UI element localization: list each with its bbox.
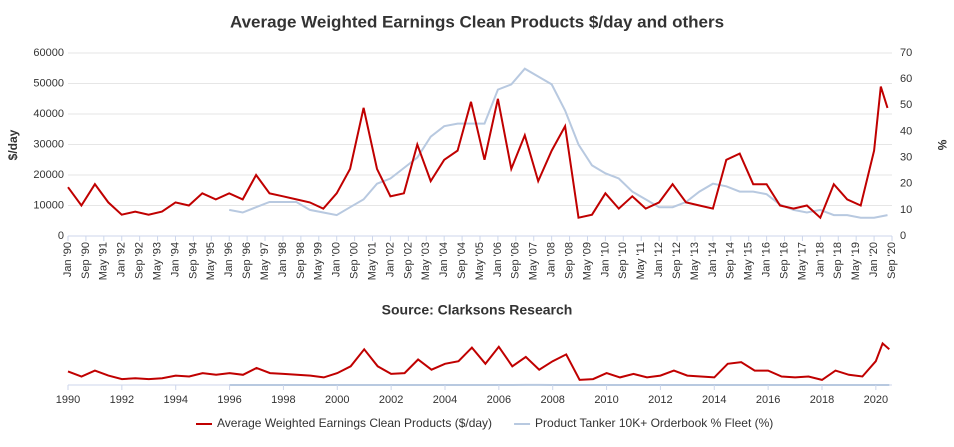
x-tick-label: May '19 xyxy=(850,242,862,280)
x-tick-label: Jan '20 xyxy=(868,242,880,277)
x-tick-label: Sep '20 xyxy=(886,242,898,279)
x-tick-label: May '01 xyxy=(366,242,378,280)
x-tick-label: Sep '16 xyxy=(778,242,790,279)
x-tick-label: Sep '92 xyxy=(134,242,146,279)
navigator-tick-label: 1996 xyxy=(217,394,241,406)
x-tick-label: Sep '18 xyxy=(832,242,844,279)
navigator-tick-label: 2016 xyxy=(756,394,780,406)
x-tick-label: May '17 xyxy=(796,242,808,280)
navigator-tick-label: 2002 xyxy=(379,394,403,406)
x-tick-label: Jan '90 xyxy=(62,242,74,277)
y-tick-label: 60000 xyxy=(33,47,64,59)
navigator-tick-label: 2004 xyxy=(433,394,457,406)
x-tick-label: Sep '94 xyxy=(187,242,199,279)
y-tick-label: 10000 xyxy=(33,199,64,211)
navigator-tick-label: 2000 xyxy=(325,394,349,406)
y2-tick-label: 40 xyxy=(900,125,912,137)
navigator-tick-label: 2012 xyxy=(648,394,672,406)
legend-label: Product Tanker 10K+ Orderbook % Fleet (%… xyxy=(535,416,773,430)
x-tick-label: Jan '12 xyxy=(653,242,665,277)
navigator-tick-label: 2010 xyxy=(594,394,618,406)
navigator-tick-label: 2020 xyxy=(864,394,888,406)
x-tick-label: Jan '94 xyxy=(169,242,181,277)
y2-tick-label: 50 xyxy=(900,99,912,111)
x-tick-label: Jan '04 xyxy=(438,242,450,277)
x-tick-label: Jan '96 xyxy=(223,242,235,277)
x-tick-label: May '09 xyxy=(581,242,593,280)
y-tick-label: 40000 xyxy=(33,108,64,120)
x-tick-label: Jan '18 xyxy=(814,242,826,277)
y2-axis-title: % xyxy=(935,140,949,151)
x-tick-label: May '03 xyxy=(420,242,432,280)
x-tick-label: Sep '98 xyxy=(295,242,307,279)
x-tick-label: Sep '96 xyxy=(241,242,253,279)
y-tick-label: 50000 xyxy=(33,77,64,89)
navigator-tick-label: 1990 xyxy=(56,394,80,406)
navigator-line xyxy=(67,341,890,381)
x-tick-label: Sep '12 xyxy=(671,242,683,279)
y2-tick-label: 20 xyxy=(900,178,912,190)
x-tick-label: Jan '08 xyxy=(546,242,558,277)
x-tick-label: Jan '92 xyxy=(116,242,128,277)
x-tick-label: May '95 xyxy=(205,242,217,280)
x-tick-label: May '05 xyxy=(474,242,486,280)
navigator-tick-label: 1992 xyxy=(110,394,134,406)
y2-tick-label: 30 xyxy=(900,151,912,163)
y2-tick-label: 10 xyxy=(900,204,912,216)
chart-title: Average Weighted Earnings Clean Products… xyxy=(230,12,724,31)
y2-tick-label: 0 xyxy=(900,230,906,242)
y-tick-label: 30000 xyxy=(33,138,64,150)
x-tick-label: Jan '02 xyxy=(384,242,396,277)
y2-tick-label: 60 xyxy=(900,73,912,85)
x-tick-label: Jan '98 xyxy=(277,242,289,277)
x-tick-label: Sep '04 xyxy=(456,242,468,279)
x-tick-label: Jan '10 xyxy=(599,242,611,277)
x-tick-label: Sep '90 xyxy=(80,242,92,279)
x-tick-label: Sep '14 xyxy=(725,242,737,279)
x-tick-label: Sep '02 xyxy=(402,242,414,279)
y-tick-label: 0 xyxy=(58,230,64,242)
y-tick-label: 20000 xyxy=(33,169,64,181)
x-tick-label: May '99 xyxy=(313,242,325,280)
x-tick-label: Jan '14 xyxy=(707,242,719,277)
navigator-tick-label: 1994 xyxy=(163,394,187,406)
x-tick-label: Jan '06 xyxy=(492,242,504,277)
y-axis-title: $/day xyxy=(6,129,20,160)
x-tick-label: May '91 xyxy=(98,242,110,280)
x-tick-label: Sep '00 xyxy=(349,242,361,279)
x-tick-label: May '13 xyxy=(689,242,701,280)
legend-label: Average Weighted Earnings Clean Products… xyxy=(217,416,492,430)
x-tick-label: May '11 xyxy=(635,242,647,279)
x-tick-label: Sep '10 xyxy=(617,242,629,279)
navigator-tick-label: 2006 xyxy=(487,394,511,406)
navigator-tick-label: 2018 xyxy=(810,394,834,406)
x-tick-label: May '93 xyxy=(151,242,163,280)
navigator-tick-label: 2014 xyxy=(702,394,726,406)
x-tick-label: Jan '00 xyxy=(331,242,343,277)
x-tick-label: Jan '16 xyxy=(761,242,773,277)
x-tick-label: Sep '06 xyxy=(510,242,522,279)
navigator-tick-label: 2008 xyxy=(540,394,564,406)
series-line xyxy=(67,86,889,220)
chart-subtitle: Source: Clarksons Research xyxy=(382,302,573,318)
y2-tick-label: 70 xyxy=(900,47,912,59)
navigator-tick-label: 1998 xyxy=(271,394,295,406)
series-line xyxy=(229,67,888,219)
x-tick-label: May '15 xyxy=(743,242,755,280)
x-tick-label: May '07 xyxy=(528,242,540,280)
x-tick-label: May '97 xyxy=(259,242,271,280)
x-tick-label: Sep '08 xyxy=(563,242,575,279)
